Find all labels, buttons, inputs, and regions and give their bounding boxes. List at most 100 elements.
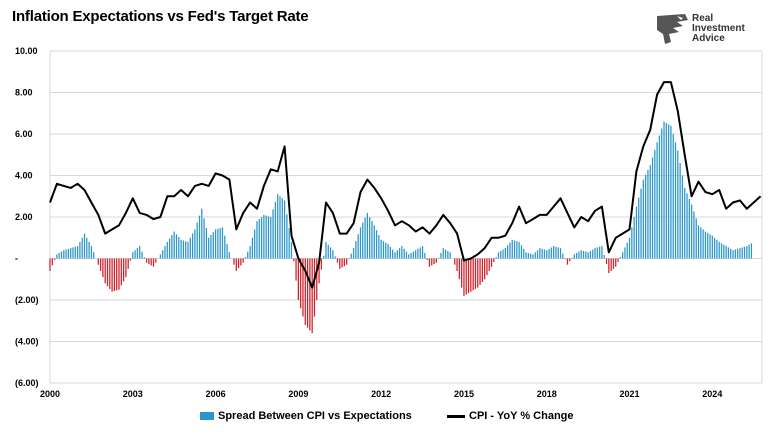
spread-bar bbox=[713, 237, 716, 259]
spread-bar bbox=[263, 214, 265, 259]
spread-bar bbox=[730, 248, 732, 259]
spread-bar bbox=[523, 248, 525, 259]
logo-text-line1: Real bbox=[692, 13, 714, 24]
spread-bar bbox=[681, 175, 684, 259]
spread-bar bbox=[219, 228, 221, 259]
spread-bar bbox=[481, 258, 483, 283]
spread-bar bbox=[665, 122, 667, 259]
spread-bar bbox=[543, 249, 546, 259]
spread-bar bbox=[442, 248, 444, 259]
spread-bar bbox=[417, 248, 419, 259]
spread-bar bbox=[479, 258, 481, 285]
spread-bar bbox=[74, 246, 76, 259]
spread-bar bbox=[329, 247, 332, 259]
legend-swatch-spread bbox=[200, 412, 214, 420]
x-tick-label: 2003 bbox=[123, 389, 143, 399]
spread-bar bbox=[240, 258, 242, 266]
spread-bar bbox=[332, 250, 334, 259]
spread-bar bbox=[569, 258, 571, 262]
spread-bar bbox=[375, 230, 378, 259]
spread-bar bbox=[60, 251, 63, 259]
spread-bar bbox=[122, 258, 125, 282]
spread-bar bbox=[511, 239, 513, 259]
spread-bar bbox=[702, 229, 704, 259]
spread-bar bbox=[536, 250, 539, 259]
spread-bar bbox=[739, 248, 741, 259]
spread-bar bbox=[373, 225, 375, 259]
spread-bar bbox=[736, 248, 739, 259]
spread-bar bbox=[53, 258, 56, 260]
spread-bar bbox=[265, 215, 267, 259]
spread-bar bbox=[654, 149, 656, 259]
y-tick-label: (6.00) bbox=[15, 378, 39, 388]
y-tick-label: 10.00 bbox=[15, 46, 38, 56]
spread-bar bbox=[67, 248, 70, 259]
spread-bar bbox=[658, 135, 661, 259]
spread-bar bbox=[357, 234, 359, 259]
spread-bar bbox=[148, 258, 150, 265]
spread-bar bbox=[325, 241, 327, 259]
spread-bar bbox=[564, 258, 566, 260]
spread-bar bbox=[168, 238, 171, 259]
spread-bar bbox=[387, 243, 389, 259]
spread-bar bbox=[106, 258, 109, 287]
spread-bar bbox=[592, 249, 594, 259]
spread-bar bbox=[65, 249, 67, 259]
spread-bar bbox=[534, 252, 536, 259]
spread-bar bbox=[463, 258, 465, 296]
spread-bar bbox=[136, 248, 139, 259]
spread-bar bbox=[118, 258, 120, 290]
x-tick-label: 2015 bbox=[454, 389, 474, 399]
spread-bar bbox=[355, 241, 357, 259]
spread-bar bbox=[191, 233, 194, 259]
spread-bar bbox=[539, 248, 541, 259]
spread-bar bbox=[743, 246, 746, 259]
spread-bar bbox=[316, 258, 318, 300]
spread-bar bbox=[582, 250, 585, 259]
spread-bar bbox=[182, 240, 185, 259]
spread-bar bbox=[518, 241, 520, 259]
spread-bar bbox=[233, 258, 235, 265]
spread-bar bbox=[293, 258, 295, 262]
y-tick-label: (2.00) bbox=[15, 295, 39, 305]
spread-bar bbox=[350, 253, 352, 259]
spread-bar bbox=[440, 252, 442, 259]
spread-bar bbox=[88, 241, 90, 259]
spread-bar bbox=[449, 252, 451, 259]
spread-bar bbox=[369, 217, 371, 259]
spread-bar bbox=[573, 254, 575, 259]
spread-bar bbox=[553, 246, 555, 259]
spread-bar bbox=[605, 258, 608, 265]
spread-bar bbox=[235, 258, 237, 271]
spread-bar bbox=[274, 201, 277, 259]
spread-bar bbox=[408, 254, 410, 259]
spread-bar bbox=[697, 225, 700, 259]
spread-bar bbox=[495, 257, 497, 259]
spread-bar bbox=[635, 206, 638, 259]
x-tick-label: 2009 bbox=[288, 389, 308, 399]
spread-bar bbox=[727, 247, 730, 259]
spread-bar bbox=[493, 258, 495, 262]
spread-bar bbox=[419, 247, 421, 259]
spread-bar bbox=[741, 247, 743, 259]
spread-bar bbox=[734, 249, 736, 259]
spread-bar bbox=[228, 252, 231, 259]
spread-bar bbox=[380, 239, 382, 259]
spread-bar bbox=[247, 251, 249, 259]
spread-bar bbox=[433, 258, 435, 265]
spread-bar bbox=[695, 218, 697, 259]
spread-bar bbox=[725, 246, 727, 259]
spread-bar bbox=[638, 197, 640, 259]
spread-bar bbox=[421, 246, 424, 259]
spread-bar bbox=[226, 243, 228, 259]
spread-bar bbox=[748, 244, 750, 259]
spread-bar bbox=[295, 258, 297, 281]
spread-bar bbox=[693, 211, 695, 259]
spread-bar bbox=[709, 234, 711, 259]
spread-bar bbox=[194, 229, 196, 259]
spread-bar bbox=[371, 221, 373, 259]
spread-bar bbox=[152, 258, 155, 267]
spread-bar bbox=[311, 258, 313, 334]
spread-bar bbox=[566, 258, 569, 265]
spread-bar bbox=[134, 250, 136, 259]
